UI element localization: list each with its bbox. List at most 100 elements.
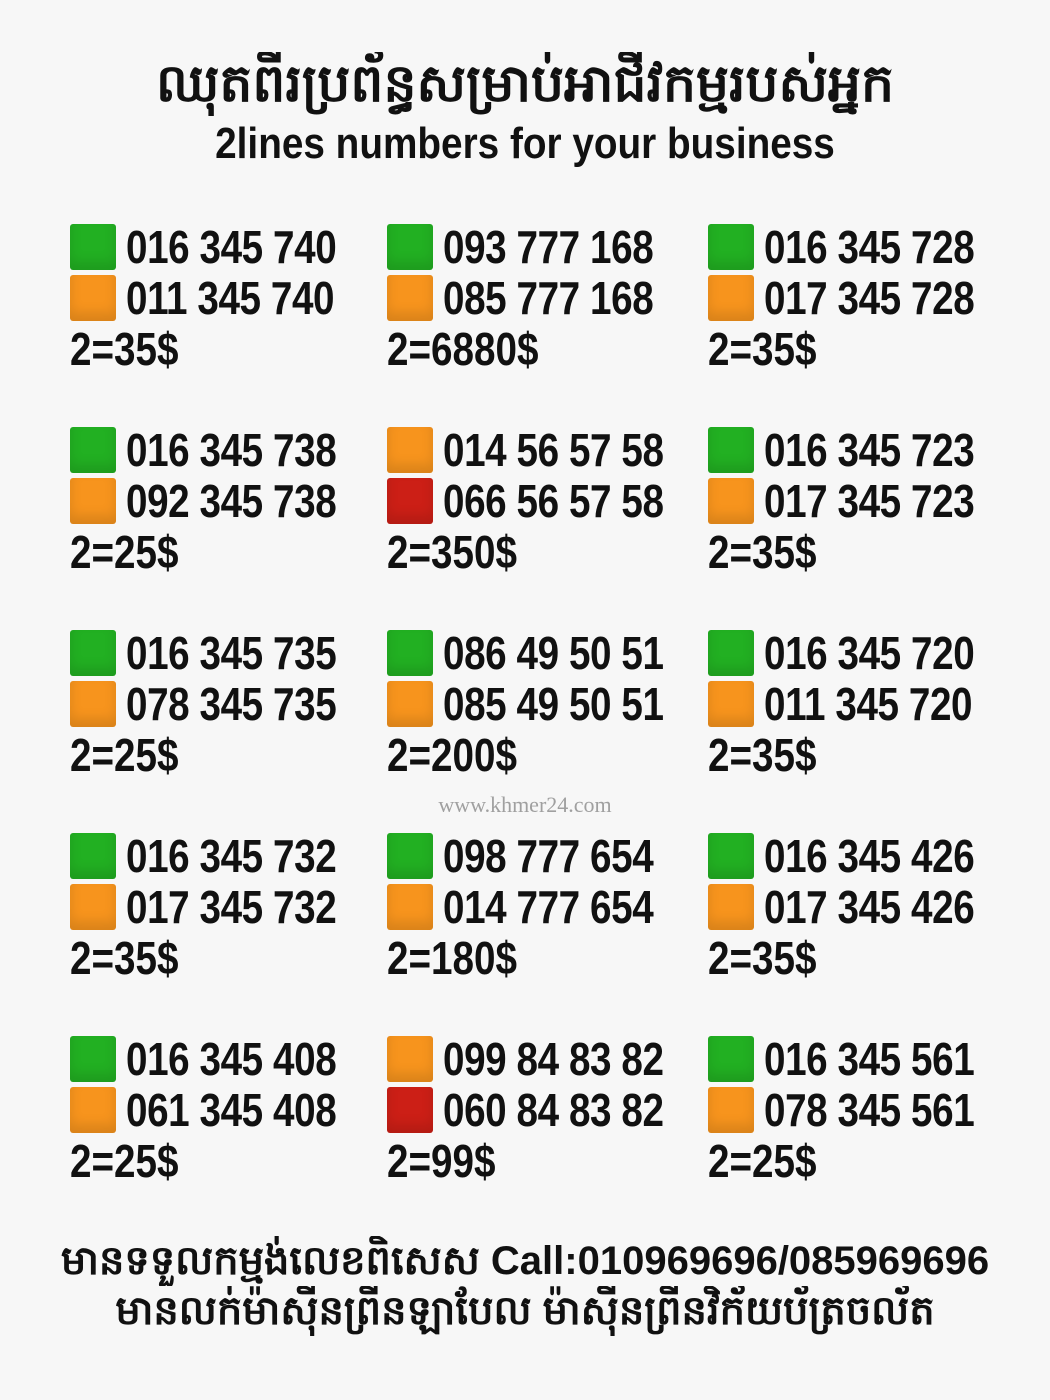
footer-contact: មានទទួលកម្មង់លេខពិសេស Call:010969696/085… bbox=[60, 1239, 990, 1283]
phone-number: 017 345 723 bbox=[764, 475, 975, 527]
price: 2=35$ bbox=[70, 323, 179, 375]
price: 2=35$ bbox=[708, 729, 817, 781]
number-pair-block: 016 345 740 011 345 740 2=35$ bbox=[70, 224, 390, 384]
phone-number: 016 345 738 bbox=[126, 424, 337, 476]
orange-square-icon bbox=[708, 478, 754, 524]
phone-line: 016 345 720 bbox=[708, 630, 1014, 676]
phone-number: 016 345 561 bbox=[764, 1033, 975, 1085]
phone-line: 011 345 720 bbox=[708, 681, 1012, 727]
orange-square-icon bbox=[70, 1087, 116, 1133]
price: 2=200$ bbox=[387, 729, 518, 781]
phone-line: 014 777 654 bbox=[387, 884, 693, 930]
price: 2=35$ bbox=[708, 526, 817, 578]
phone-line: 078 345 735 bbox=[70, 681, 376, 727]
phone-number: 017 345 732 bbox=[126, 881, 337, 933]
phone-number: 085 49 50 51 bbox=[443, 678, 664, 730]
red-square-icon bbox=[387, 478, 433, 524]
phone-line: 016 345 723 bbox=[708, 427, 1014, 473]
footer-services: មានលក់ម៉ាស៊ីនព្រីនឡាបែល ម៉ាស៊ីនព្រីនវិក័… bbox=[115, 1289, 935, 1333]
number-pair-block: 093 777 168 085 777 168 2=6880$ bbox=[387, 224, 707, 384]
price: 2=35$ bbox=[708, 323, 817, 375]
orange-square-icon bbox=[387, 884, 433, 930]
price: 2=25$ bbox=[70, 1135, 179, 1187]
phone-line: 085 777 168 bbox=[387, 275, 693, 321]
phone-number: 016 345 408 bbox=[126, 1033, 337, 1085]
phone-line: 086 49 50 51 bbox=[387, 630, 706, 676]
phone-number: 011 345 720 bbox=[764, 678, 973, 730]
green-square-icon bbox=[387, 833, 433, 879]
green-square-icon bbox=[708, 833, 754, 879]
orange-square-icon bbox=[70, 884, 116, 930]
green-square-icon bbox=[387, 630, 433, 676]
price: 2=35$ bbox=[708, 932, 817, 984]
phone-number: 078 345 735 bbox=[126, 678, 337, 730]
number-pair-block: 098 777 654 014 777 654 2=180$ bbox=[387, 833, 707, 993]
phone-number: 099 84 83 82 bbox=[443, 1033, 664, 1085]
phone-number: 016 345 720 bbox=[764, 627, 975, 679]
phone-number: 011 345 740 bbox=[126, 272, 335, 324]
price: 2=180$ bbox=[387, 932, 518, 984]
phone-number: 066 56 57 58 bbox=[443, 475, 664, 527]
title-english: 2lines numbers for your business bbox=[215, 119, 835, 168]
phone-line: 016 345 738 bbox=[70, 427, 376, 473]
green-square-icon bbox=[708, 1036, 754, 1082]
orange-square-icon bbox=[387, 275, 433, 321]
orange-square-icon bbox=[387, 427, 433, 473]
phone-line: 066 56 57 58 bbox=[387, 478, 706, 524]
phone-number: 061 345 408 bbox=[126, 1084, 337, 1136]
phone-line: 092 345 738 bbox=[70, 478, 376, 524]
phone-number: 016 345 732 bbox=[126, 830, 337, 882]
number-pair-block: 086 49 50 51 085 49 50 51 2=200$ bbox=[387, 630, 707, 790]
green-square-icon bbox=[708, 224, 754, 270]
price: 2=25$ bbox=[70, 729, 179, 781]
price: 2=35$ bbox=[70, 932, 179, 984]
number-pair-block: 099 84 83 82 060 84 83 82 2=99$ bbox=[387, 1036, 707, 1196]
orange-square-icon bbox=[708, 1087, 754, 1133]
phone-line: 017 345 732 bbox=[70, 884, 376, 930]
phone-line: 016 345 561 bbox=[708, 1036, 1014, 1082]
phone-number: 016 345 728 bbox=[764, 221, 975, 273]
phone-number: 014 777 654 bbox=[443, 881, 654, 933]
phone-number: 016 345 723 bbox=[764, 424, 975, 476]
phone-number: 086 49 50 51 bbox=[443, 627, 664, 679]
number-pair-block: 016 345 738 092 345 738 2=25$ bbox=[70, 427, 390, 587]
phone-number: 017 345 728 bbox=[764, 272, 975, 324]
number-pair-block: 016 345 728 017 345 728 2=35$ bbox=[708, 224, 1028, 384]
number-pair-block: 016 345 732 017 345 732 2=35$ bbox=[70, 833, 390, 993]
phone-line: 016 345 732 bbox=[70, 833, 376, 879]
green-square-icon bbox=[70, 833, 116, 879]
green-square-icon bbox=[70, 1036, 116, 1082]
phone-line: 017 345 723 bbox=[708, 478, 1014, 524]
number-pair-block: 014 56 57 58 066 56 57 58 2=350$ bbox=[387, 427, 707, 587]
watermark: www.khmer24.com bbox=[438, 792, 612, 817]
phone-number: 092 345 738 bbox=[126, 475, 337, 527]
orange-square-icon bbox=[708, 884, 754, 930]
orange-square-icon bbox=[70, 275, 116, 321]
number-pair-block: 016 345 720 011 345 720 2=35$ bbox=[708, 630, 1028, 790]
orange-square-icon bbox=[387, 1036, 433, 1082]
green-square-icon bbox=[387, 224, 433, 270]
number-pair-block: 016 345 723 017 345 723 2=35$ bbox=[708, 427, 1028, 587]
phone-line: 093 777 168 bbox=[387, 224, 693, 270]
green-square-icon bbox=[70, 427, 116, 473]
phone-number: 016 345 740 bbox=[126, 221, 337, 273]
phone-line: 099 84 83 82 bbox=[387, 1036, 706, 1082]
orange-square-icon bbox=[70, 478, 116, 524]
title-khmer: ឈុតពីរប្រព័ន្ធសម្រាប់អាជីវកម្មរបស់អ្នក bbox=[155, 55, 895, 113]
phone-line: 016 345 728 bbox=[708, 224, 1014, 270]
orange-square-icon bbox=[387, 681, 433, 727]
phone-line: 098 777 654 bbox=[387, 833, 693, 879]
orange-square-icon bbox=[708, 681, 754, 727]
phone-line: 078 345 561 bbox=[708, 1087, 1014, 1133]
phone-line: 085 49 50 51 bbox=[387, 681, 706, 727]
number-pair-block: 016 345 561 078 345 561 2=25$ bbox=[708, 1036, 1028, 1196]
price: 2=6880$ bbox=[387, 323, 539, 375]
green-square-icon bbox=[70, 630, 116, 676]
phone-line: 017 345 728 bbox=[708, 275, 1014, 321]
phone-line: 011 345 740 bbox=[70, 275, 374, 321]
phone-number: 014 56 57 58 bbox=[443, 424, 664, 476]
number-pair-block: 016 345 408 061 345 408 2=25$ bbox=[70, 1036, 390, 1196]
red-square-icon bbox=[387, 1087, 433, 1133]
phone-number: 060 84 83 82 bbox=[443, 1084, 664, 1136]
price: 2=350$ bbox=[387, 526, 518, 578]
